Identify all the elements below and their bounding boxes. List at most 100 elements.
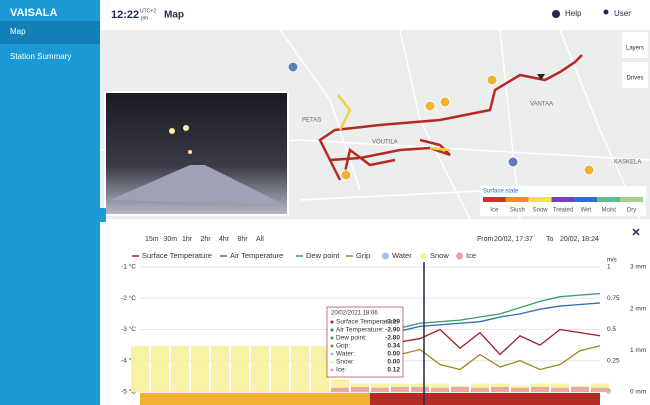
bar	[171, 346, 189, 392]
bar	[291, 346, 309, 392]
range-button[interactable]: All	[256, 236, 264, 243]
place-label: KASKELA	[614, 160, 641, 166]
nav-item[interactable]: Station Summary	[10, 52, 71, 61]
legend-swatch	[597, 197, 621, 202]
bar	[451, 387, 469, 392]
tooltip-label: Air Temperature:	[336, 327, 384, 334]
bar	[371, 383, 389, 392]
y3-tick-label: 0 mm	[630, 389, 646, 396]
bar	[471, 387, 489, 392]
range-button[interactable]: 1hr	[182, 236, 193, 243]
y3-tick-label: 2 mm	[630, 305, 646, 312]
logo: VAISALA	[10, 7, 58, 19]
route	[318, 54, 583, 181]
tooltip-value: 0.34	[387, 343, 400, 350]
nav-item[interactable]: Map	[10, 27, 26, 36]
to-date: 20/02, 18:24	[560, 236, 599, 243]
legend-label: Ice	[490, 208, 499, 214]
y2-tick-label: 0.75	[607, 295, 620, 302]
range-button[interactable]: 15m	[145, 236, 159, 243]
place-label: VOUTILA	[372, 140, 398, 146]
tooltip: 20/02/2021 18:06 Surface Temperature:-3.2…	[326, 306, 404, 378]
legend-title: Surface state	[483, 189, 519, 195]
bar	[571, 387, 589, 392]
legend-swatch	[483, 197, 506, 202]
y2-tick-label: 0.5	[607, 326, 616, 333]
tooltip-label: Water:	[336, 351, 355, 358]
layers-button[interactable]	[622, 32, 648, 58]
legend-items: Ice Slush Snow Treated Wet Moist Dry	[483, 197, 643, 214]
legend-label: Water	[392, 251, 412, 260]
nav-active[interactable]	[0, 21, 100, 44]
tooltip-dot	[330, 328, 334, 332]
y3-tick-label: 3 mm	[630, 264, 646, 271]
y-tick-label: -4 °C	[121, 356, 136, 364]
legend-label: Air Temperature	[230, 251, 283, 260]
user-icon[interactable]	[603, 9, 609, 15]
range-button[interactable]: 8hr	[238, 236, 249, 243]
bar	[431, 387, 449, 392]
bar	[591, 387, 609, 392]
button-label[interactable]: Layers	[626, 46, 644, 52]
range-button[interactable]: 30m	[164, 236, 178, 243]
tooltip-value: 0.00	[387, 351, 400, 358]
tooltip-dot	[330, 368, 334, 372]
close-button[interactable]	[632, 228, 640, 236]
bar	[311, 346, 329, 392]
legend-label: Dew point	[306, 251, 340, 260]
legend-label: Ice	[466, 251, 476, 260]
place-label: PETAS	[302, 118, 321, 124]
y-tick-label: -2 °C	[121, 294, 136, 302]
button-label[interactable]: Drives	[626, 76, 643, 82]
help[interactable]: Help	[565, 9, 582, 18]
range-button[interactable]: 4hr	[219, 236, 230, 243]
camera-lights	[169, 125, 192, 154]
range-buttons: 15m 30m 1hr 2hr 4hr 8hr All	[145, 236, 264, 243]
tooltip-value: 0.12	[387, 367, 400, 374]
range-button[interactable]: 2hr	[201, 236, 212, 243]
sidebar	[0, 0, 100, 405]
legend-label: Grip	[356, 251, 370, 260]
collapse-tab[interactable]	[100, 208, 106, 222]
y3-tick-label: 1 mm	[630, 347, 646, 354]
bar	[251, 346, 269, 392]
legend-label: Dry	[627, 208, 636, 214]
y-tick-label: -1 °C	[121, 263, 136, 271]
tooltip-title: 20/02/2021 18:06	[331, 311, 378, 317]
legend-label: Snow	[533, 208, 549, 214]
bar	[151, 346, 169, 392]
bar	[371, 387, 389, 392]
from-label: From	[477, 236, 494, 243]
surface-state-strip	[140, 393, 370, 405]
bar	[471, 383, 489, 392]
legend-label: Snow	[430, 251, 449, 260]
help-icon[interactable]	[552, 10, 560, 18]
tooltip-value: 0.00	[387, 359, 400, 366]
legend-swatch	[620, 197, 643, 202]
legend-swatch	[551, 197, 575, 202]
tooltip-value: -3.29	[385, 319, 400, 326]
tooltip-dot	[330, 352, 334, 356]
camera-road	[110, 165, 285, 205]
tooltip-value: -2.90	[385, 327, 400, 334]
bar	[591, 383, 609, 392]
bar	[271, 346, 289, 392]
tooltip-label: Surface Temperature:	[336, 319, 399, 326]
bar	[351, 387, 369, 392]
legend-label: Surface Temperature	[142, 251, 212, 260]
user[interactable]: User	[614, 9, 631, 18]
tooltip-dot	[330, 336, 334, 340]
legend-swatch	[505, 197, 529, 202]
bar	[331, 387, 349, 392]
y-tick-label: -3 °C	[121, 325, 136, 333]
y2-axis-label: m/s	[607, 258, 617, 264]
timezone: UTC+2	[140, 8, 156, 14]
map-roads	[99, 29, 650, 220]
legend-swatch	[528, 197, 552, 202]
y-tick-label: -5 °C	[121, 388, 136, 396]
drives-button[interactable]	[622, 62, 648, 88]
tooltip-label: Ice:	[336, 367, 347, 374]
page-title: Map	[164, 10, 184, 21]
tooltip-dot	[330, 320, 334, 324]
bar	[391, 387, 409, 392]
